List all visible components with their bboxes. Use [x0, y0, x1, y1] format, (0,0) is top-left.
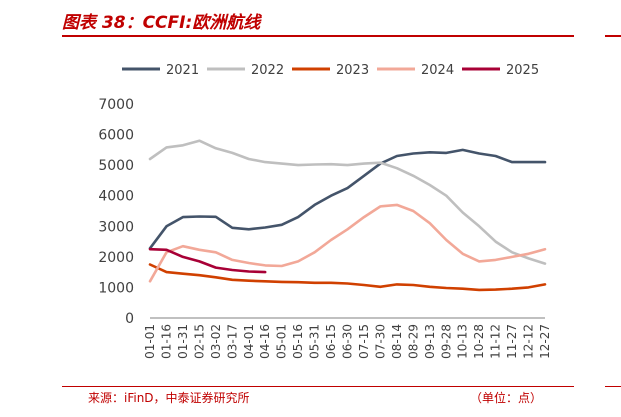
legend-label-2023: 2023 — [336, 63, 369, 78]
unit-note: （单位：点） — [470, 391, 543, 405]
bottom-rule — [62, 386, 574, 387]
series-lines — [148, 139, 547, 292]
series-line-2024 — [148, 203, 547, 283]
x-tick-label: 01-31 — [176, 324, 190, 359]
figure-title: 图表 38：CCFI:欧洲航线 — [62, 13, 261, 33]
x-tick-label: 12-12 — [522, 324, 536, 359]
series-line-2021 — [148, 148, 547, 250]
y-tick-label: 5000 — [98, 158, 134, 174]
series-line-2025 — [148, 247, 267, 274]
x-tick-label: 03-02 — [209, 324, 223, 359]
x-tick-label: 06-30 — [341, 324, 355, 359]
x-tick-label: 09-13 — [423, 324, 437, 359]
x-tick-label: 10-28 — [472, 324, 486, 359]
legend-label-2025: 2025 — [506, 63, 539, 78]
x-tick-label: 04-01 — [242, 324, 256, 359]
x-tick-label: 06-15 — [324, 324, 338, 359]
y-tick-label: 0 — [125, 311, 134, 327]
top-rule — [62, 35, 574, 37]
y-tick-label: 2000 — [98, 250, 134, 266]
legend-label-2021: 2021 — [166, 63, 199, 78]
top-rule-fragment — [605, 35, 621, 37]
x-tick-label: 05-01 — [275, 324, 289, 359]
x-tick-label: 08-29 — [406, 324, 420, 359]
series-line-2022 — [148, 139, 547, 265]
x-tick-label: 01-01 — [143, 324, 157, 359]
x-tick-label: 11-27 — [505, 324, 519, 359]
source-note: 来源：iFinD，中泰证券研究所 — [88, 391, 250, 405]
x-tick-label: 03-17 — [225, 324, 239, 359]
y-tick-label: 6000 — [98, 128, 134, 144]
y-axis: 0 1000 2000 3000 4000 5000 6000 7000 — [98, 97, 134, 327]
x-tick-label: 11-12 — [489, 324, 503, 359]
legend-label-2022: 2022 — [251, 63, 284, 78]
legend: 2021 2022 2023 2024 2025 — [122, 63, 539, 78]
x-tick-label: 09-28 — [439, 324, 453, 359]
x-tick-label: 05-31 — [308, 324, 322, 359]
series-line-2023 — [148, 263, 547, 292]
x-tick-label: 04-16 — [258, 324, 272, 359]
x-tick-label: 10-13 — [456, 324, 470, 359]
x-tick-label: 02-15 — [192, 324, 206, 359]
x-tick-label: 01-16 — [159, 324, 173, 359]
bottom-rule-fragment — [605, 386, 621, 387]
y-tick-label: 4000 — [98, 189, 134, 205]
y-tick-label: 1000 — [98, 280, 134, 296]
x-axis: 01-01 01-16 01-31 02-15 03-02 03-17 04-01 04-16… — [143, 317, 552, 359]
y-tick-label: 7000 — [98, 97, 134, 113]
x-tick-label: 07-30 — [373, 324, 387, 359]
x-tick-label: 05-16 — [291, 324, 305, 359]
x-tick-label: 12-27 — [538, 324, 552, 359]
y-tick-label: 3000 — [98, 219, 134, 235]
x-tick-label: 07-15 — [357, 324, 371, 359]
x-tick-label: 08-14 — [390, 324, 404, 359]
legend-label-2024: 2024 — [421, 63, 454, 78]
